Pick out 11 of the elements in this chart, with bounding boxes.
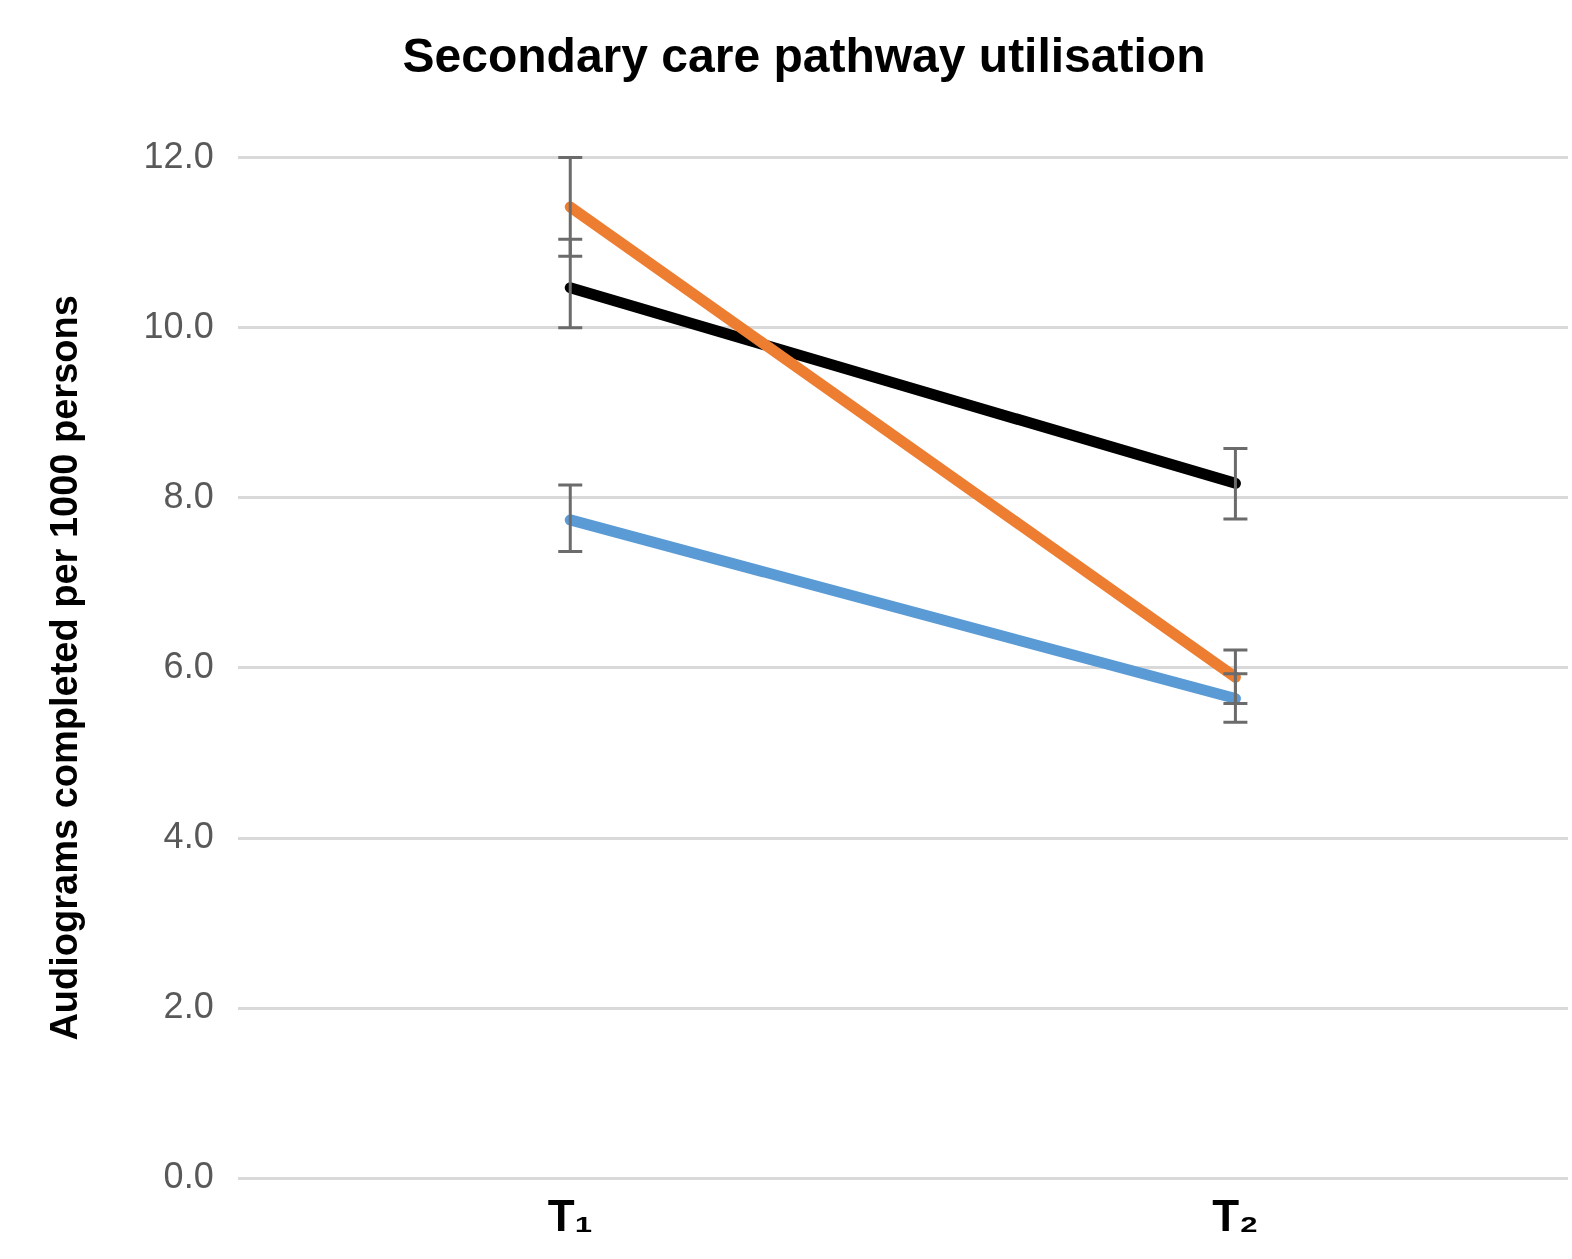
y-tick-label: 4.0 — [163, 814, 214, 856]
x-tick-label: T₂ — [1212, 1190, 1259, 1240]
y-tick-label: 0.0 — [163, 1155, 214, 1197]
chart-title: Secondary care pathway utilisation — [402, 29, 1206, 83]
y-tick-label: 8.0 — [163, 474, 214, 516]
y-tick-label: 10.0 — [143, 304, 214, 346]
y-tick-label: 6.0 — [163, 644, 214, 686]
y-tick-label: 2.0 — [163, 985, 214, 1027]
y-axis-title: Audiograms completed per 1000 persons — [43, 295, 86, 1041]
x-tick-label: T₁ — [547, 1190, 593, 1240]
y-tick-label: 12.0 — [143, 134, 214, 176]
